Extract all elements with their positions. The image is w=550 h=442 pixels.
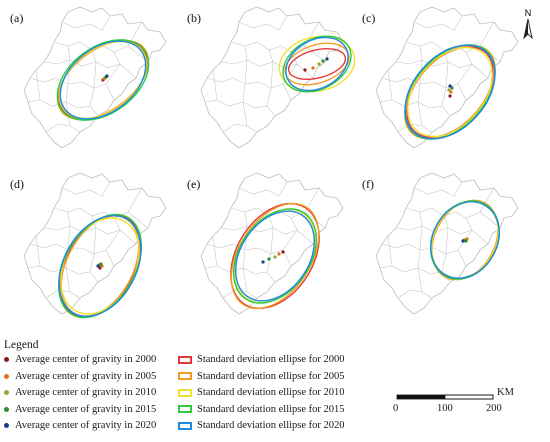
gravity-center-2000 — [281, 250, 285, 254]
map-panel-1: (a) — [10, 6, 167, 149]
scale-tick-200: 200 — [486, 403, 502, 414]
gravity-center-2000 — [303, 68, 307, 72]
scale-bar — [396, 394, 494, 400]
gravity-center-2020 — [448, 84, 452, 88]
legend-center-label: Average center of gravity in 2020 — [15, 420, 157, 431]
sd-ellipse-2010 — [58, 40, 148, 120]
legend-center-2015: Average center of gravity in 2015 — [4, 404, 156, 415]
map-panel-4: (d) — [10, 172, 167, 319]
legend-ellipse-label: Standard deviation ellipse for 2015 — [197, 403, 345, 415]
center-dot-icon — [4, 423, 9, 428]
panel-label: (f) — [362, 177, 374, 191]
scale-tick-100: 100 — [437, 403, 453, 414]
legend-center-label: Average center of gravity in 2010 — [15, 387, 157, 398]
panel-label: (b) — [187, 11, 201, 25]
legend-ellipse-2020: Standard deviation ellipse for 2020 — [178, 420, 345, 431]
center-dot-icon — [4, 390, 9, 395]
center-dot-icon — [4, 406, 9, 412]
gravity-center-2020 — [96, 264, 100, 268]
map-panel-6: (f) — [362, 172, 519, 315]
legend-ellipse-label: Standard deviation ellipse for 2000 — [197, 354, 345, 365]
gravity-center-2010 — [273, 255, 277, 259]
province-outline — [23, 172, 167, 315]
legend-ellipse-label: Standard deviation ellipse for 2010 — [197, 387, 345, 398]
legend-center-2020: Average center of gravity in 2020 — [4, 420, 156, 431]
sd-ellipse-2000 — [287, 48, 347, 80]
province-outline — [375, 6, 519, 149]
sd-ellipse-2005 — [57, 39, 149, 121]
gravity-center-2010 — [447, 88, 451, 92]
gravity-center-2020 — [461, 239, 465, 243]
gravity-center-2015 — [321, 59, 325, 63]
sd-ellipse-2020 — [58, 214, 142, 318]
ellipse-key-icon — [178, 405, 192, 413]
gravity-center-2005 — [449, 90, 453, 94]
map-panel-5: (e) — [187, 172, 344, 315]
sd-ellipse-2000 — [230, 202, 320, 310]
sd-ellipse-2015 — [282, 35, 352, 93]
ellipse-key-icon — [178, 372, 192, 380]
gravity-center-2015 — [99, 262, 103, 266]
sd-ellipse-2015 — [58, 213, 142, 319]
legend-title: Legend — [4, 339, 39, 351]
gravity-center-2015 — [464, 239, 468, 243]
legend-center-label: Average center of gravity in 2005 — [15, 370, 157, 382]
sd-ellipse-2005 — [431, 199, 499, 281]
panel-label: (d) — [10, 177, 24, 191]
panel-label: (e) — [187, 177, 200, 191]
province-outline — [23, 6, 167, 149]
legend-center-2000: Average center of gravity in 2000 — [4, 354, 156, 365]
sd-ellipse-2020 — [404, 44, 496, 140]
gravity-center-2020 — [105, 74, 109, 78]
sd-ellipse-2020 — [234, 210, 316, 302]
ellipse-key-icon — [178, 421, 192, 430]
legend-center-2010: Average center of gravity in 2010 — [4, 387, 156, 398]
legend-ellipse-2000: Standard deviation ellipse for 2000 — [178, 354, 345, 365]
ellipse-key-icon — [178, 355, 192, 364]
legend-ellipse-label: Standard deviation ellipse for 2020 — [197, 420, 345, 431]
north-arrow-icon: N — [523, 8, 533, 40]
map-panels: (a) (b) (c) (d) (e) (f) — [10, 6, 519, 319]
scale-unit: KM — [497, 387, 514, 398]
gravity-center-2005 — [277, 252, 281, 256]
legend-ellipse-2005: Standard deviation ellipse for 2005 — [178, 371, 345, 382]
sd-ellipse-2010 — [407, 46, 493, 138]
sd-ellipse-2005 — [404, 44, 496, 140]
north-label: N — [525, 8, 532, 18]
sd-ellipse-2020 — [59, 40, 147, 120]
sd-ellipse-2020 — [285, 36, 349, 92]
gravity-center-2020 — [325, 57, 329, 61]
province-outline — [200, 172, 344, 315]
legend-center-label: Average center of gravity in 2000 — [15, 354, 157, 365]
scale-tick-0: 0 — [393, 403, 399, 414]
map-panel-3: (c) — [362, 6, 519, 149]
sd-ellipse-2015 — [56, 39, 150, 121]
gravity-center-2015 — [267, 257, 271, 261]
legend-center-label: Average center of gravity in 2015 — [15, 403, 157, 415]
gravity-center-2000 — [448, 94, 452, 98]
sd-ellipse-2000 — [59, 214, 141, 318]
sd-ellipse-2015 — [404, 44, 496, 140]
map-panel-2: (b) — [187, 6, 356, 149]
sd-ellipse-2005 — [230, 202, 320, 310]
gravity-center-2020 — [261, 260, 265, 264]
sd-ellipse-2015 — [232, 208, 318, 304]
sd-ellipse-2010 — [278, 35, 356, 93]
panel-label: (c) — [362, 11, 375, 25]
center-dot-icon — [4, 373, 9, 379]
legend-center-2005: Average center of gravity in 2005 — [4, 371, 156, 382]
legend-ellipse-2015: Standard deviation ellipse for 2015 — [178, 404, 345, 415]
center-dot-icon — [4, 357, 9, 362]
legend-ellipse-label: Standard deviation ellipse for 2005 — [197, 370, 345, 382]
sd-ellipse-2020 — [430, 201, 500, 279]
panel-label: (a) — [10, 11, 23, 25]
gravity-center-2010 — [317, 62, 321, 66]
gravity-center-2005 — [311, 66, 315, 70]
legend-ellipse-2010: Standard deviation ellipse for 2010 — [178, 387, 345, 398]
gravity-center-2000 — [98, 266, 102, 270]
ellipse-key-icon — [178, 388, 192, 397]
gravity-center-2015 — [450, 86, 454, 90]
